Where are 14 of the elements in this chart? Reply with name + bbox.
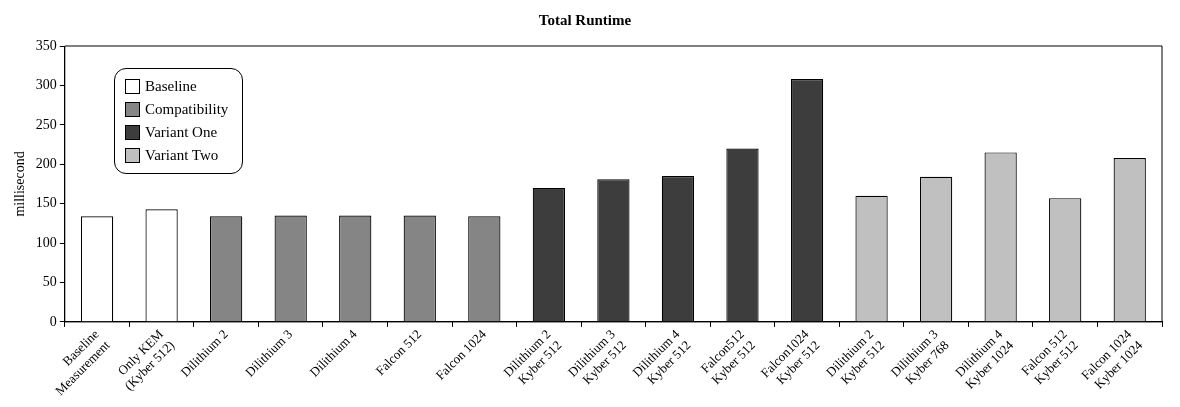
legend-label: Compatibility: [145, 100, 229, 119]
y-axis-title: millisecond: [12, 151, 28, 217]
y-tick-label: 150: [35, 195, 57, 211]
y-tick-label: 300: [35, 77, 57, 93]
legend-label: Variant Two: [145, 146, 219, 165]
y-tick-label: 200: [35, 155, 57, 171]
y-tick-label: 100: [35, 234, 57, 250]
y-tick-label: 250: [35, 116, 57, 132]
legend-label: Baseline: [145, 77, 197, 96]
chart-title: Total Runtime: [538, 11, 632, 28]
y-tick-label: 350: [35, 37, 57, 53]
y-tick-label: 0: [49, 313, 57, 329]
legend-label: Variant One: [145, 123, 218, 142]
y-tick-label: 50: [42, 274, 57, 290]
